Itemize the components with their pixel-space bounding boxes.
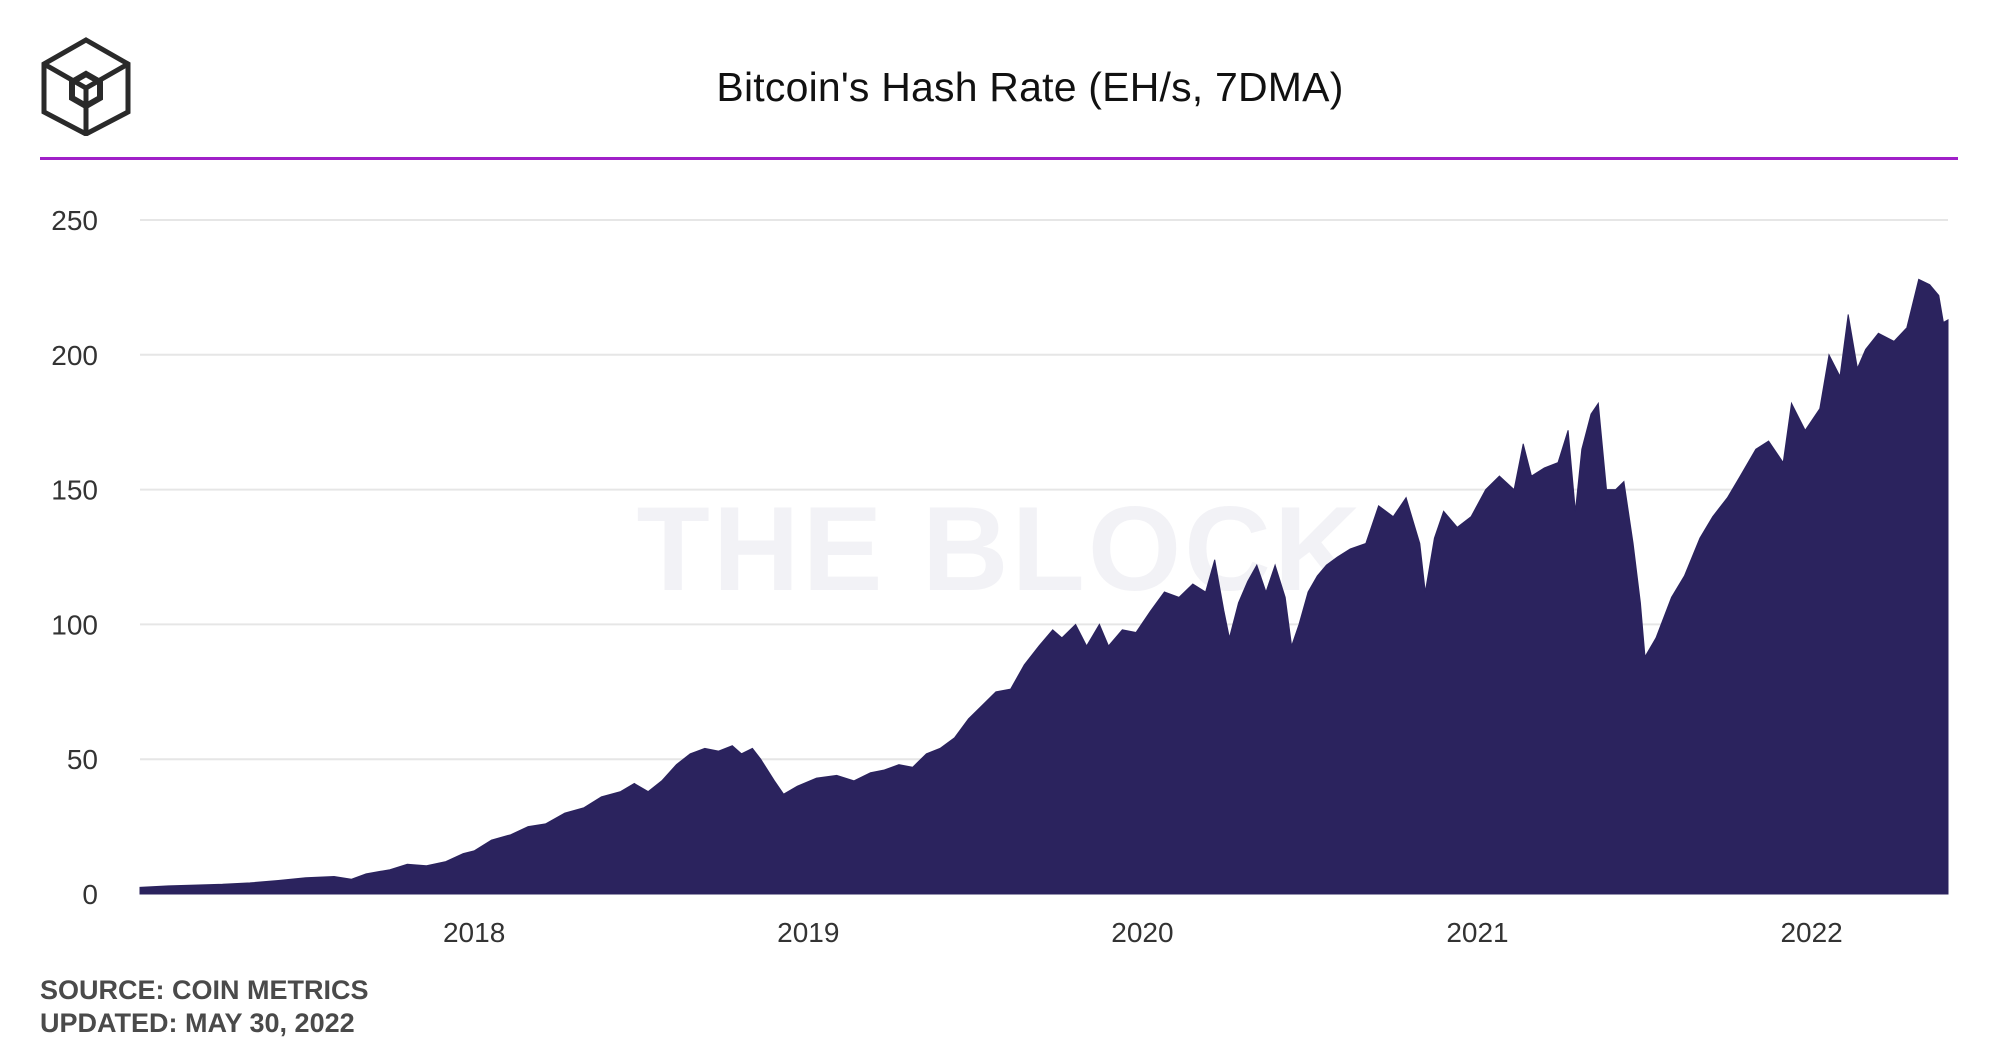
area-series [139,278,1949,895]
y-axis-ticks: 0 50 100 150 200 250 [51,205,98,910]
source-note: SOURCE: COIN METRICS [40,975,369,1005]
x-tick-label: 2019 [777,917,839,948]
x-tick-label: 2018 [443,917,505,948]
the-block-logo-icon [38,36,134,137]
header-divider [40,157,1958,160]
y-tick-label: 50 [67,744,98,775]
y-tick-label: 150 [51,475,98,506]
y-tick-label: 100 [51,609,98,640]
watermark: THE BLOCK [637,482,1364,616]
x-tick-label: 2021 [1446,917,1508,948]
y-tick-label: 250 [51,205,98,236]
hash-rate-area [139,278,1949,895]
footer: SOURCE: COIN METRICS UPDATED: MAY 30, 20… [40,974,369,1040]
x-axis-ticks: 2018 2019 2020 2021 2022 [443,917,1843,948]
chart-title: Bitcoin's Hash Rate (EH/s, 7DMA) [716,64,1344,110]
y-tick-label: 200 [51,340,98,371]
updated-note: UPDATED: MAY 30, 2022 [40,1008,355,1038]
y-tick-label: 0 [82,879,98,910]
x-tick-label: 2022 [1780,917,1842,948]
x-tick-label: 2020 [1111,917,1173,948]
